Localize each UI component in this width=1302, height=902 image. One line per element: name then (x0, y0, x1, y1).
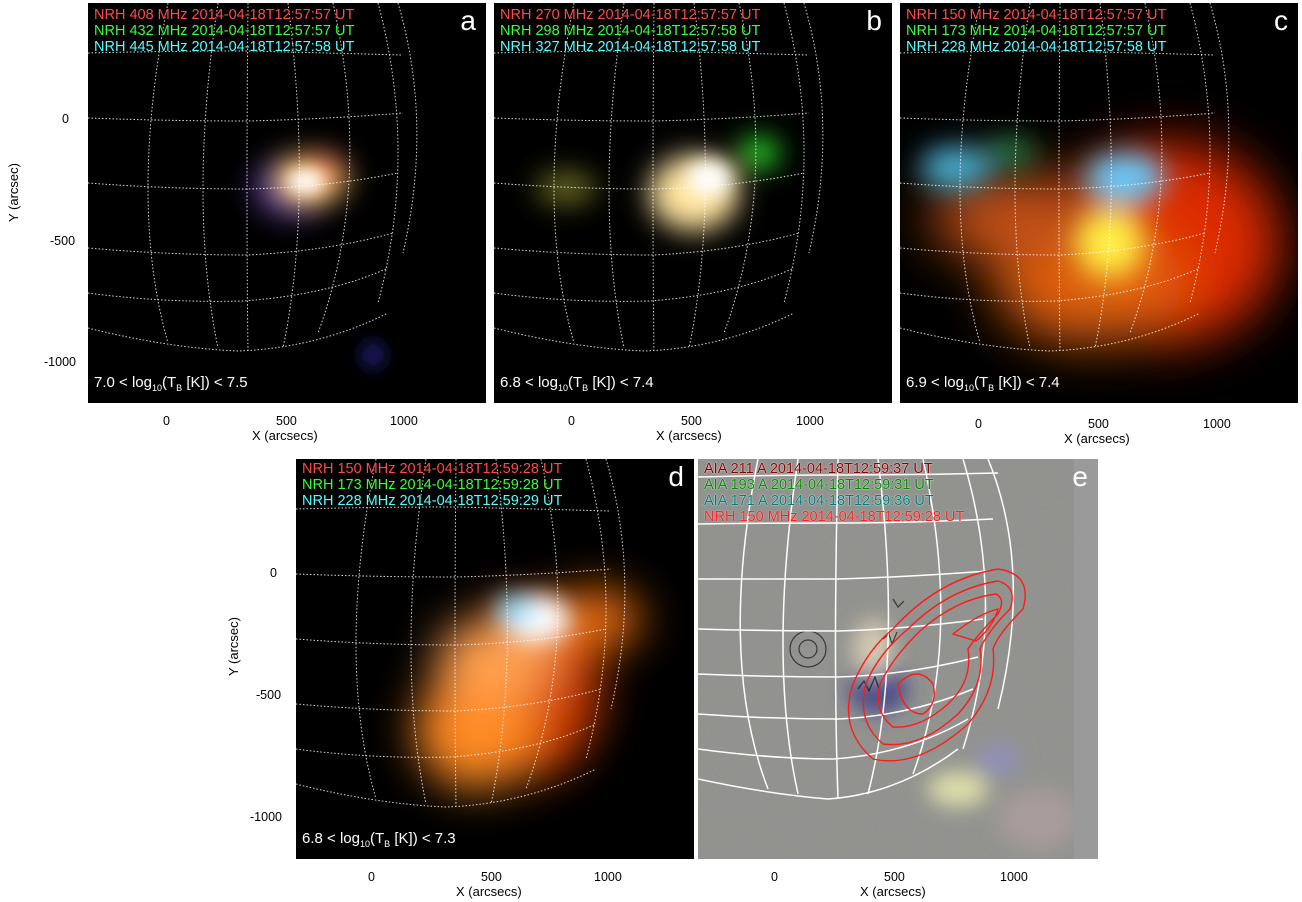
panel-a-legend-green: NRH 432 MHz 2014-04-18T12:57:57 UT (94, 23, 355, 39)
panel-b-legend-green: NRH 298 MHz 2014-04-18T12:57:58 UT (500, 23, 761, 39)
panel-e-letter: e (1072, 461, 1088, 492)
panel-c-xtick-0: 0 (975, 417, 982, 431)
panel-d-xlabel: X (arcsecs) (456, 884, 522, 899)
panel-d-ytick-500: -500 (256, 688, 282, 702)
panel-d-ylabel: Y (arcsec) (226, 617, 241, 676)
panel-a-legend-cyan: NRH 445 MHz 2014-04-18T12:57:58 UT (94, 39, 355, 55)
panel-c-image (900, 3, 1280, 354)
panel-d: NRH 150 MHz 2014-04-18T12:59:28 UT NRH 1… (296, 459, 694, 859)
panel-d-legend-cyan: NRH 228 MHz 2014-04-18T12:59:29 UT (302, 493, 563, 509)
panel-a-ytick-500: -500 (50, 234, 76, 248)
panel-e-legend-aia171: AIA 171 A 2014-04-18T12:59:36 UT (704, 493, 934, 509)
panel-e-xtick-500: 500 (884, 870, 905, 884)
panel-c-range: 6.9 < log10(TB [K]) < 7.4 (906, 374, 1060, 393)
panel-a-ylabel: Y (arcsec) (6, 163, 21, 222)
panel-a-ytick-1000: -1000 (44, 355, 76, 369)
panel-a-range: 7.0 < log10(TB [K]) < 7.5 (94, 374, 248, 393)
panel-b-letter: b (866, 5, 882, 36)
panel-b-xlabel: X (arcsecs) (656, 428, 722, 443)
panel-b: NRH 270 MHz 2014-04-18T12:57:57 UT NRH 2… (494, 3, 892, 403)
panel-d-xtick-500: 500 (481, 870, 502, 884)
panel-d-xtick-0: 0 (368, 870, 375, 884)
panel-d-image (296, 459, 641, 810)
panel-c: NRH 150 MHz 2014-04-18T12:57:57 UT NRH 1… (900, 3, 1298, 403)
panel-c-letter: c (1274, 5, 1288, 36)
panel-a-legend-red: NRH 408 MHz 2014-04-18T12:57:57 UT (94, 7, 355, 23)
panel-d-letter: d (668, 461, 684, 492)
panel-e-image (698, 459, 1098, 859)
panel-b-range: 6.8 < log10(TB [K]) < 7.4 (500, 374, 654, 393)
panel-a-xtick-1000: 1000 (390, 414, 418, 428)
panel-e-legend-aia211: AIA 211 A 2014-04-18T12:59:37 UT (704, 461, 933, 477)
panel-a-xtick-500: 500 (276, 414, 297, 428)
panel-b-xtick-1000: 1000 (796, 414, 824, 428)
panel-d-ytick-0: 0 (270, 566, 277, 580)
panel-a: NRH 408 MHz 2014-04-18T12:57:57 UT NRH 4… (88, 3, 486, 403)
panel-d-ytick-1000: -1000 (250, 810, 282, 824)
panel-d-range: 6.8 < log10(TB [K]) < 7.3 (302, 830, 456, 849)
panel-c-legend-cyan: NRH 228 MHz 2014-04-18T12:57:58 UT (906, 39, 1167, 55)
panel-e: AIA 211 A 2014-04-18T12:59:37 UT AIA 193… (698, 459, 1098, 859)
panel-a-ytick-0: 0 (62, 112, 69, 126)
panel-e-xtick-0: 0 (771, 870, 778, 884)
panel-d-xtick-1000: 1000 (594, 870, 622, 884)
panel-e-xlabel: X (arcsecs) (860, 884, 926, 899)
panel-e-legend-nrh150: NRH 150 MHz 2014-04-18T12:59:28 UT (704, 509, 965, 525)
panel-e-legend-aia193: AIA 193 A 2014-04-18T12:59:31 UT (704, 477, 934, 493)
panel-d-legend-red: NRH 150 MHz 2014-04-18T12:59:28 UT (302, 461, 563, 477)
panel-a-letter: a (460, 5, 476, 36)
panel-e-xtick-1000: 1000 (1000, 870, 1028, 884)
panel-c-legend-green: NRH 173 MHz 2014-04-18T12:57:57 UT (906, 23, 1167, 39)
panel-c-xlabel: X (arcsecs) (1064, 431, 1130, 446)
panel-b-legend-red: NRH 270 MHz 2014-04-18T12:57:57 UT (500, 7, 761, 23)
panel-b-xtick-0: 0 (568, 414, 575, 428)
panel-c-xtick-500: 500 (1088, 417, 1109, 431)
panel-c-xtick-1000: 1000 (1203, 417, 1231, 431)
panel-a-xtick-0: 0 (163, 414, 170, 428)
panel-a-xlabel: X (arcsecs) (252, 428, 318, 443)
panel-d-legend-green: NRH 173 MHz 2014-04-18T12:59:28 UT (302, 477, 563, 493)
panel-b-image (494, 3, 824, 354)
panel-b-legend-cyan: NRH 327 MHz 2014-04-18T12:57:58 UT (500, 39, 761, 55)
panel-c-legend-red: NRH 150 MHz 2014-04-18T12:57:57 UT (906, 7, 1167, 23)
panel-b-xtick-500: 500 (681, 414, 702, 428)
panel-a-image (88, 3, 418, 369)
